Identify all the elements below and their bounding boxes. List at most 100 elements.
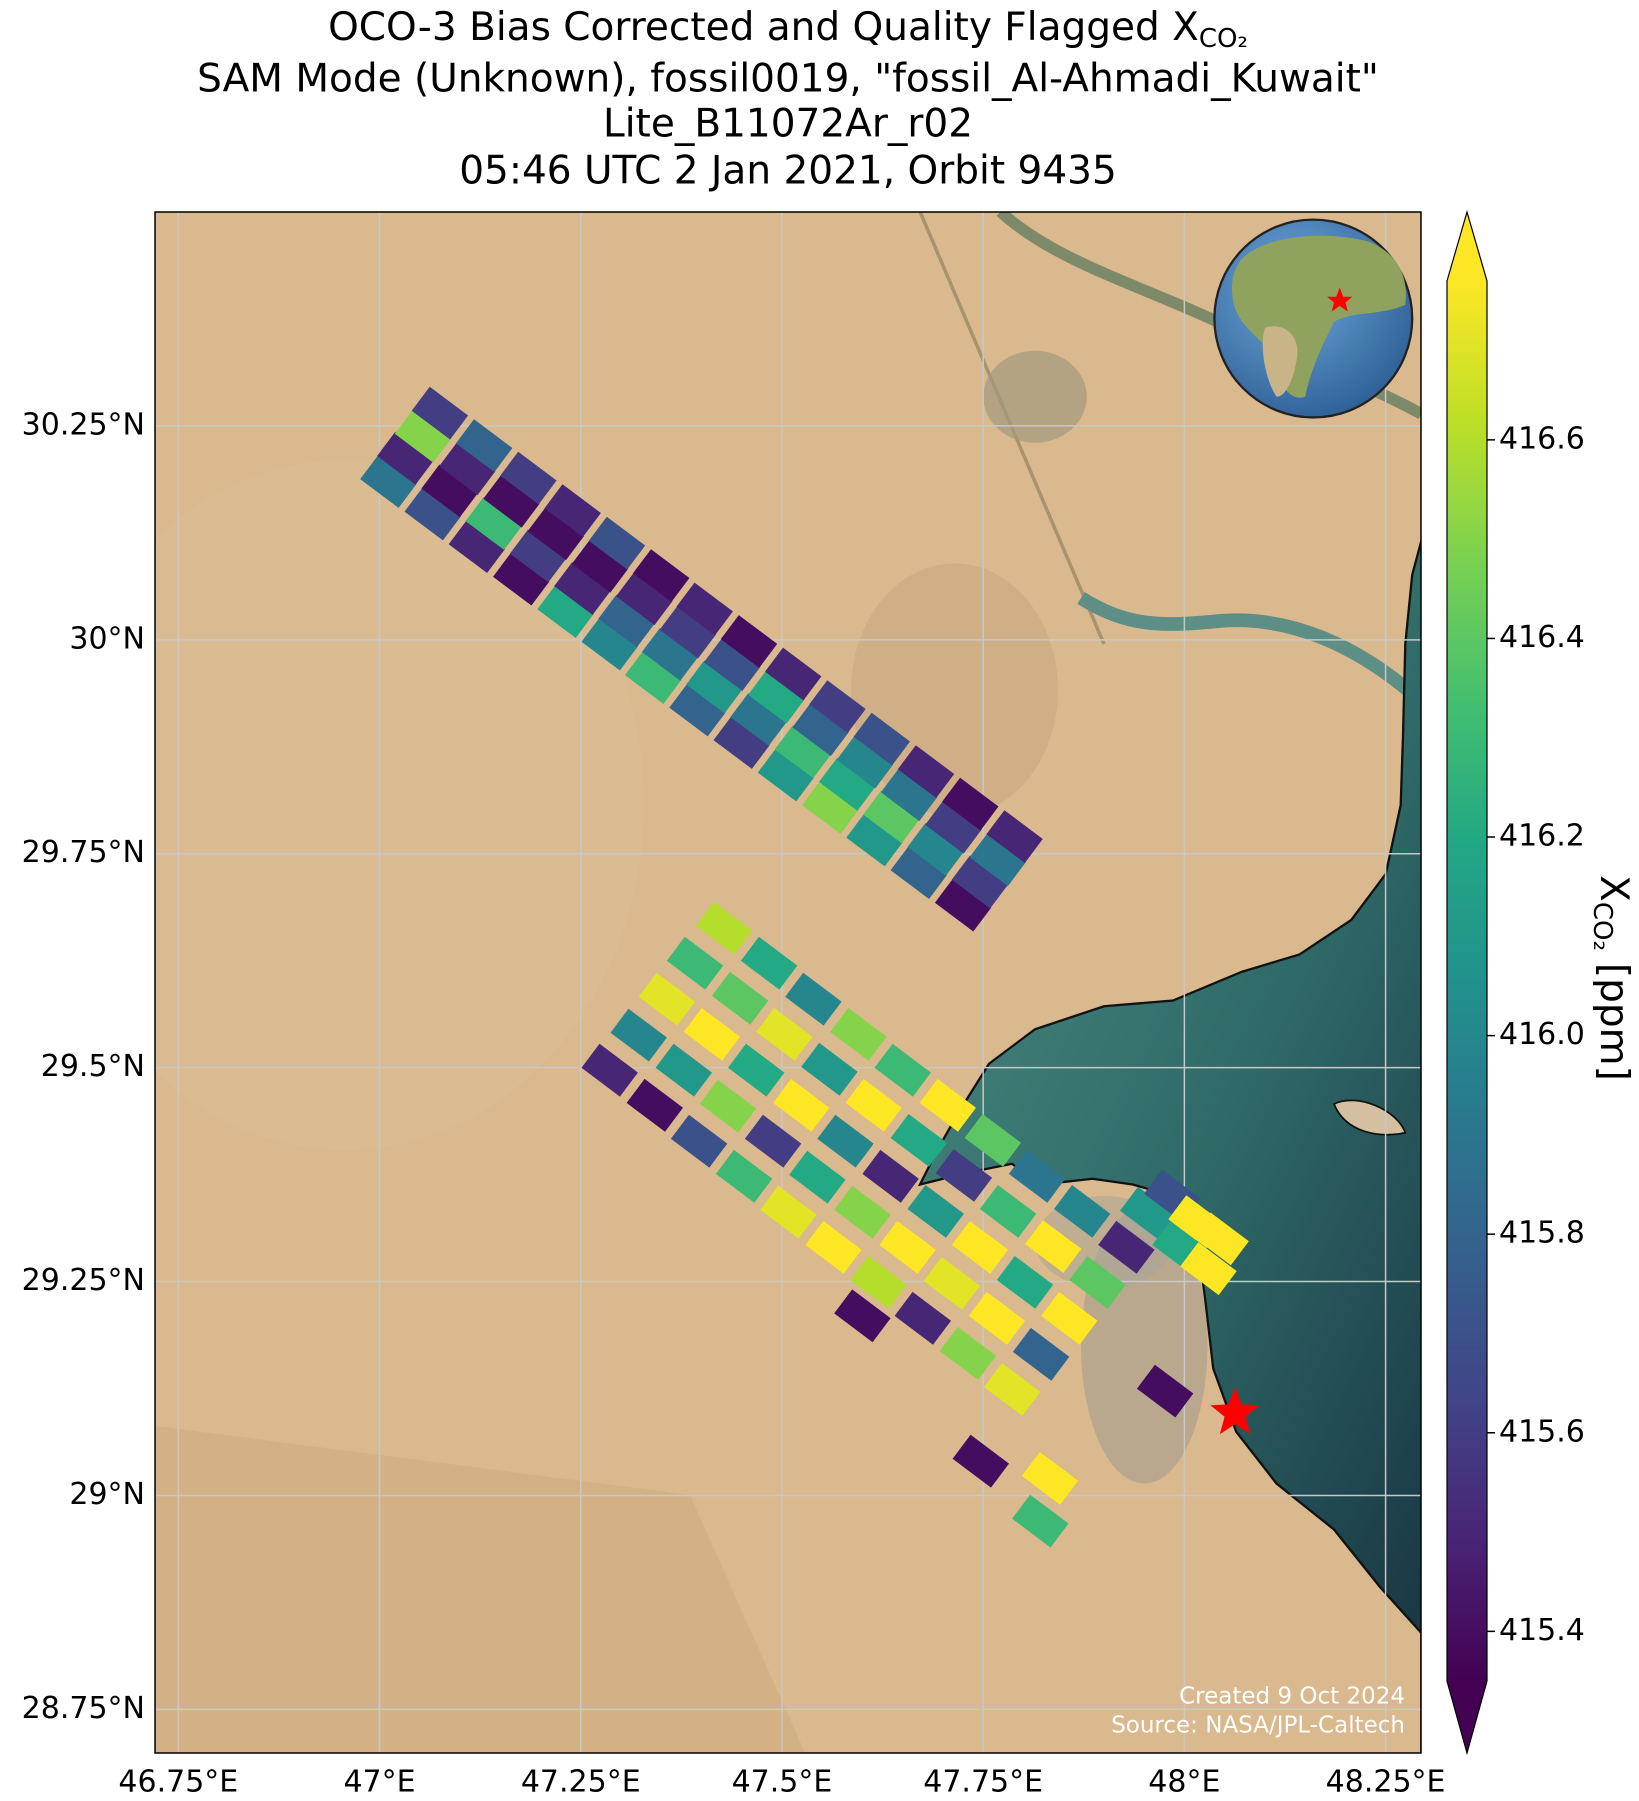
- sounding: [730, 693, 787, 746]
- title-subscript: CO₂: [1199, 24, 1248, 54]
- colorbar-label-unit: [ppm]: [1592, 963, 1637, 1081]
- sounding: [483, 474, 540, 528]
- sounding: [773, 1078, 830, 1132]
- x-tick-label: 47.25°E: [521, 1765, 641, 1800]
- x-tick-label: 47.75°E: [923, 1765, 1043, 1800]
- colorbar: 415.4 415.6 415.8 416.0 416.2 416.4 416.6: [1446, 209, 1585, 1756]
- sounding: [610, 1008, 667, 1062]
- sounding: [641, 628, 699, 681]
- sounding: [655, 1043, 712, 1097]
- sounding: [625, 651, 682, 704]
- target-marker: [1210, 1387, 1260, 1435]
- channel: [1077, 592, 1421, 707]
- sounding: [666, 936, 724, 990]
- credit: Created 9 Oct 2024: [1179, 1684, 1405, 1710]
- sounding: [942, 777, 999, 831]
- colorbar-tick-label: 415.6: [1499, 1414, 1585, 1449]
- sounding: [996, 1256, 1054, 1309]
- sounding: [1136, 1364, 1194, 1418]
- sounding: [809, 680, 866, 733]
- colorbar-tick-label: 416.2: [1499, 819, 1585, 854]
- sounding: [554, 562, 611, 615]
- sounding: [845, 1078, 902, 1132]
- marsh: [983, 350, 1087, 443]
- y-tick-label: 28.75°N: [22, 1691, 145, 1726]
- sounding: [748, 670, 805, 724]
- globe-inset: [1213, 218, 1414, 419]
- sounding: [1192, 1212, 1249, 1266]
- sounding: [834, 1289, 891, 1343]
- sounding: [939, 1327, 997, 1380]
- sounding: [715, 1149, 773, 1203]
- sounding: [760, 1185, 817, 1239]
- sounding: [633, 549, 690, 602]
- sounding: [1012, 1327, 1070, 1381]
- sounding: [819, 758, 876, 811]
- x-tick-label: 46.75°E: [118, 1765, 238, 1800]
- y-tick-label: 29.25°N: [22, 1263, 145, 1298]
- sounding: [792, 703, 849, 757]
- sounding: [448, 520, 506, 573]
- sounding: [695, 901, 753, 955]
- sounding: [720, 615, 778, 668]
- target-layer: [1210, 1387, 1260, 1435]
- sounding: [846, 813, 903, 867]
- sounding: [817, 1114, 874, 1168]
- sounding: [509, 529, 567, 583]
- sounding: [907, 823, 964, 876]
- colorbar-label-subscript: CO₂: [1588, 902, 1618, 951]
- sounding: [757, 748, 815, 802]
- sounding: [756, 1007, 813, 1061]
- sounding: [465, 497, 522, 550]
- globe-land: [1262, 326, 1298, 397]
- sounding: [683, 1007, 741, 1061]
- sounding: [670, 1114, 728, 1168]
- sounding: [493, 552, 550, 606]
- sounding: [830, 1007, 887, 1061]
- desert-tone: [155, 460, 644, 1150]
- colorbar-label: XCO₂ [ppm]: [1588, 875, 1637, 1081]
- sounding: [874, 1043, 931, 1097]
- sounding: [404, 487, 461, 541]
- sounding: [934, 878, 992, 932]
- sounding: [802, 781, 859, 834]
- sounding: [598, 594, 655, 648]
- title: OCO-3 Bias Corrected and Quality Flagged…: [197, 5, 1379, 194]
- sounding: [421, 464, 478, 518]
- title-text: OCO-3 Bias Corrected and Quality Flagged…: [328, 5, 1199, 50]
- colorbar-label-text: X: [1592, 875, 1637, 902]
- sounding: [979, 1185, 1037, 1238]
- sounding: [456, 419, 513, 472]
- sounding: [951, 855, 1009, 909]
- colorbar-tick-label: 415.8: [1499, 1216, 1585, 1251]
- title-line: SAM Mode (Unknown), fossil0019, "fossil_…: [197, 57, 1379, 102]
- colorbar-tick-label: 416.0: [1499, 1017, 1585, 1052]
- sounding: [703, 638, 761, 691]
- sounding: [890, 1114, 947, 1167]
- sounding: [744, 1114, 802, 1168]
- sounding: [789, 1150, 846, 1204]
- soundings: [360, 386, 1249, 1548]
- sounding: [968, 1291, 1026, 1345]
- sounding: [897, 745, 955, 798]
- sounding: [765, 647, 822, 701]
- sounding: [544, 484, 601, 537]
- y-tick-label: 29°N: [69, 1477, 145, 1512]
- sounding: [638, 972, 696, 1026]
- sounding: [785, 972, 842, 1026]
- x-tick-label: 47°E: [343, 1765, 415, 1800]
- desert-tone: [851, 563, 1058, 817]
- colorbar-scale: [1447, 281, 1487, 1681]
- sounding: [964, 1114, 1021, 1167]
- y-tick-label: 30.25°N: [22, 407, 145, 442]
- y-tick-label: 29.75°N: [22, 835, 145, 870]
- sounding: [1012, 1494, 1069, 1548]
- sounding: [360, 455, 417, 508]
- sounding: [1120, 1186, 1177, 1240]
- desert-tone: [155, 1426, 805, 1753]
- sounding: [1098, 1220, 1155, 1274]
- sounding: [805, 1220, 862, 1274]
- sounding: [740, 936, 798, 990]
- sounding: [1041, 1291, 1098, 1345]
- sounding: [1025, 1220, 1082, 1273]
